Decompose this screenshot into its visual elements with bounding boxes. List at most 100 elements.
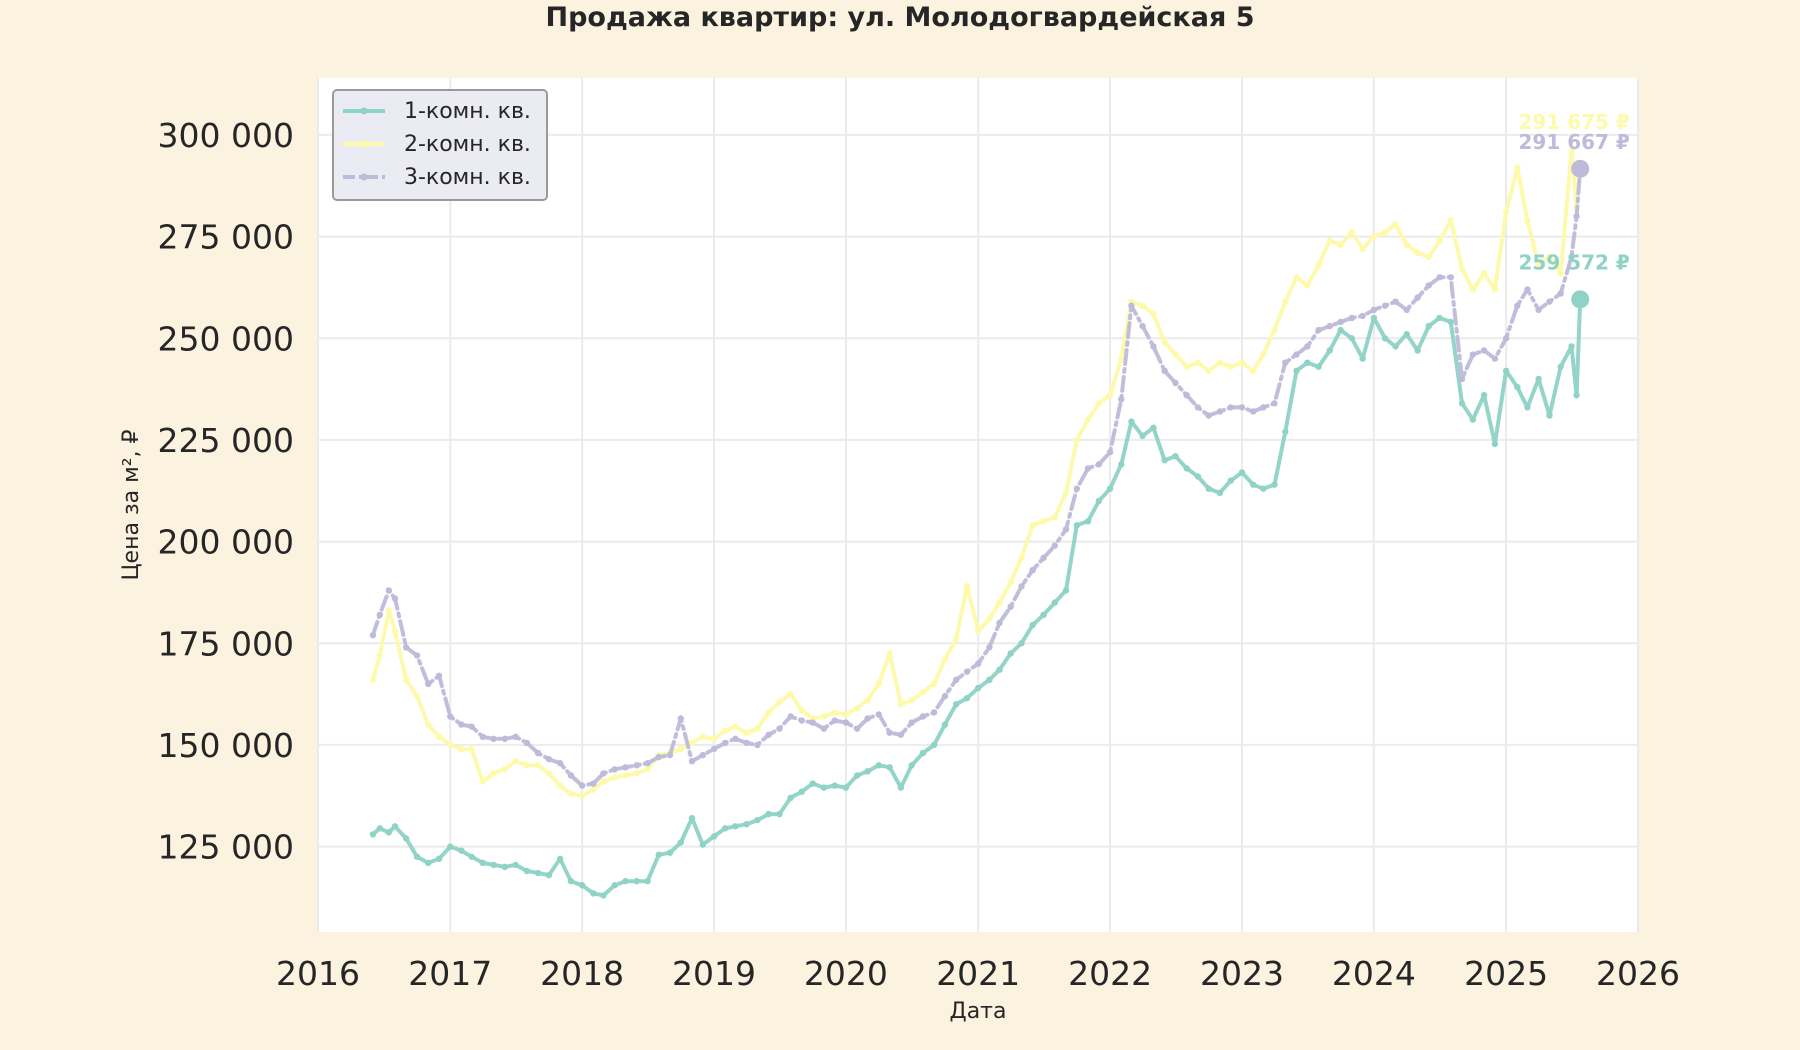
y-tick-label: 150 000 [158, 726, 294, 765]
data-point [512, 758, 519, 765]
data-point [820, 725, 828, 732]
data-point [732, 735, 739, 743]
data-point [425, 680, 432, 688]
data-point [886, 729, 893, 736]
data-point [974, 684, 982, 692]
data-point [391, 823, 399, 830]
data-point [1216, 359, 1224, 366]
data-point [402, 676, 410, 684]
data-point [677, 839, 684, 846]
data-point [1425, 322, 1432, 330]
data-point [743, 821, 750, 828]
data-point [1205, 485, 1212, 492]
data-point [1392, 221, 1399, 228]
data-point [1381, 335, 1389, 342]
data-point [435, 733, 443, 740]
data-point [688, 814, 696, 822]
data-point [1337, 318, 1344, 326]
data-point [1183, 363, 1190, 370]
data-point [754, 816, 761, 824]
data-point [1480, 392, 1488, 399]
data-point [1326, 322, 1333, 330]
data-point [369, 676, 377, 684]
data-point [765, 810, 772, 818]
data-point [996, 619, 1003, 627]
data-point [1447, 274, 1455, 281]
data-point [633, 770, 640, 777]
data-point [1018, 554, 1025, 562]
data-point [897, 784, 905, 791]
data-point [754, 741, 761, 749]
series-3 [369, 165, 1584, 789]
data-point [1084, 518, 1092, 525]
data-point [1073, 522, 1081, 529]
data-point [1227, 477, 1234, 484]
data-point [732, 723, 739, 730]
x-tick-label: 2026 [1596, 954, 1680, 993]
data-point [1469, 416, 1477, 423]
data-point [425, 859, 432, 867]
data-point [897, 701, 905, 708]
data-point [1447, 217, 1455, 224]
data-point [1414, 294, 1421, 301]
data-point [710, 745, 718, 753]
data-point [468, 745, 475, 753]
data-point [1326, 237, 1333, 244]
data-point [1458, 265, 1466, 273]
data-point [1293, 351, 1300, 358]
data-point [722, 739, 729, 747]
data-point [1546, 253, 1553, 261]
x-tick-label: 2022 [1068, 954, 1152, 993]
data-point [754, 725, 761, 732]
data-point [1568, 148, 1575, 155]
data-point [633, 877, 640, 885]
data-point [986, 676, 993, 684]
data-point [545, 770, 553, 777]
data-point [376, 652, 383, 659]
data-point [1106, 485, 1114, 492]
data-point [1073, 485, 1081, 492]
data-point [1118, 396, 1125, 403]
data-point [963, 694, 971, 702]
data-point [1238, 359, 1246, 366]
data-point [523, 762, 531, 769]
data-point [1480, 270, 1488, 277]
data-point [1260, 351, 1267, 358]
data-point [1337, 241, 1344, 248]
data-point [1293, 367, 1300, 374]
data-point [842, 711, 850, 718]
data-point [1018, 640, 1025, 647]
legend-marker [360, 107, 368, 115]
data-point [1337, 326, 1344, 334]
data-point [1150, 343, 1157, 350]
data-point [1381, 302, 1389, 309]
y-tick-labels: 125 000 150 000 175 000 200 000 225 000 250 0… [158, 116, 294, 867]
data-point [1172, 351, 1179, 358]
data-point [864, 697, 871, 704]
legend-marker [360, 140, 368, 148]
data-point [1469, 351, 1477, 358]
data-point [501, 766, 509, 773]
series-1 [369, 296, 1584, 899]
data-point [413, 853, 421, 860]
data-point [710, 833, 718, 840]
data-point [1260, 485, 1267, 492]
data-point [1304, 343, 1311, 350]
data-point [1282, 428, 1289, 435]
data-point [655, 851, 662, 858]
data-point [1458, 375, 1466, 383]
data-point [1150, 310, 1157, 318]
data-point [1007, 603, 1014, 610]
data-point [1084, 465, 1092, 472]
data-point [1514, 383, 1521, 391]
x-tick-label: 2017 [408, 954, 492, 993]
y-tick-label: 250 000 [158, 319, 294, 358]
data-point [1183, 392, 1190, 399]
data-point [611, 882, 618, 889]
data-point [853, 772, 861, 779]
data-point [853, 705, 861, 712]
y-axis-label: Цена за м², ₽ [119, 429, 144, 580]
data-point [710, 735, 718, 743]
data-point [1238, 469, 1246, 476]
